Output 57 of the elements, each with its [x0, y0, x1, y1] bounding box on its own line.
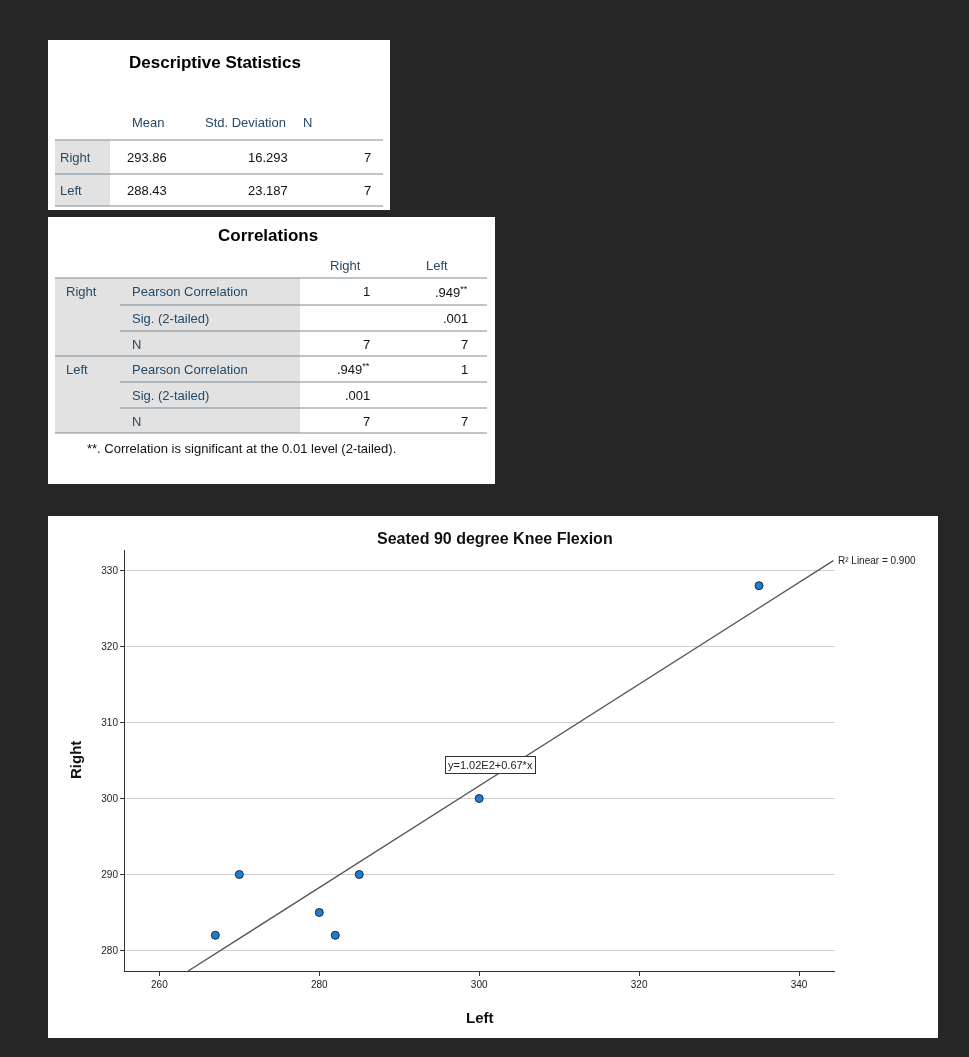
text: N	[132, 337, 142, 352]
text: N	[132, 414, 142, 429]
x-tick-label: 320	[630, 979, 648, 990]
text: Correlations	[218, 226, 319, 245]
text: Pearson Correlation	[132, 284, 248, 299]
point	[234, 869, 244, 879]
x-axis-title: Left	[466, 1009, 494, 1026]
text: 7	[461, 414, 469, 429]
text: .949$^{**}$	[337, 361, 370, 378]
text: 7	[363, 337, 371, 352]
point	[754, 581, 764, 591]
text: Left	[66, 362, 89, 377]
text: N	[303, 115, 313, 130]
text: .001	[345, 388, 371, 403]
text: .001	[443, 311, 469, 326]
x-tick-label: 260	[151, 979, 169, 990]
text: 7	[461, 337, 469, 352]
point	[210, 930, 220, 940]
text: Descriptive Statistics	[129, 53, 301, 72]
y-axis-title: Right	[67, 740, 84, 779]
text: Right	[330, 258, 361, 273]
x-tick-label: 280	[310, 979, 329, 990]
chart-title: Seated 90 degree Knee Flexion	[377, 530, 613, 547]
text: 16.293	[248, 150, 288, 165]
text: **. Correlation is significant at the 0.01 level (2-tailed).	[87, 441, 397, 456]
text: 1	[363, 284, 371, 299]
point	[354, 869, 364, 879]
text: Pearson Correlation	[132, 362, 248, 377]
point	[314, 907, 324, 917]
annotation: y=1.02E2+0.67*x	[448, 759, 533, 771]
text: Sig. (2-tailed)	[132, 388, 210, 403]
y-tick-label: 290	[101, 868, 119, 880]
y-tick-label: 310	[101, 717, 119, 728]
text: .949$^{**}$	[435, 284, 468, 301]
text: 7	[364, 183, 372, 198]
text: 23.187	[248, 183, 288, 198]
text: 293.86	[127, 150, 167, 165]
text: 7	[363, 414, 371, 429]
text: Right	[66, 284, 97, 299]
y-tick-label: 280	[101, 944, 119, 956]
text: 1	[461, 362, 469, 377]
point	[474, 794, 484, 803]
text: 288.43	[127, 183, 167, 198]
text: Left	[60, 183, 83, 198]
x-tick-label: 340	[790, 979, 808, 990]
text: R² Linear = 0.900	[838, 555, 916, 566]
text: Std. Deviation	[205, 115, 286, 130]
text: Sig. (2-tailed)	[132, 311, 210, 326]
text: Mean	[132, 115, 165, 130]
y-tick-label: 330	[101, 565, 119, 577]
text: Right	[60, 150, 91, 165]
text: Left	[426, 258, 449, 273]
y-tick-label: 320	[101, 641, 119, 653]
point	[330, 930, 340, 940]
y-tick-label: 300	[101, 793, 119, 804]
text: 7	[364, 150, 372, 165]
x-tick-label: 300	[470, 979, 488, 990]
